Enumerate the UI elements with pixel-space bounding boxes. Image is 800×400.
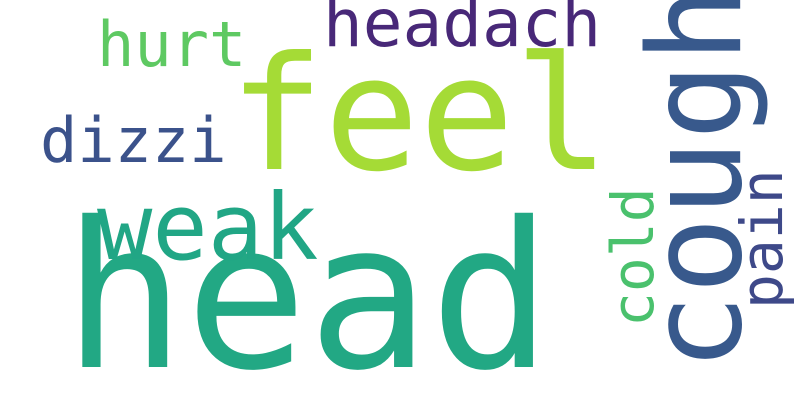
word-weak: weak — [97, 174, 319, 281]
word-headach: headach — [323, 0, 602, 62]
word-dizzi: dizzi — [40, 104, 227, 177]
word-hurt: hurt — [97, 8, 247, 81]
word-feel: feel — [229, 23, 610, 207]
word-pain: pain — [728, 169, 796, 309]
word-cold: cold — [599, 187, 667, 327]
word-head: head — [63, 179, 552, 400]
